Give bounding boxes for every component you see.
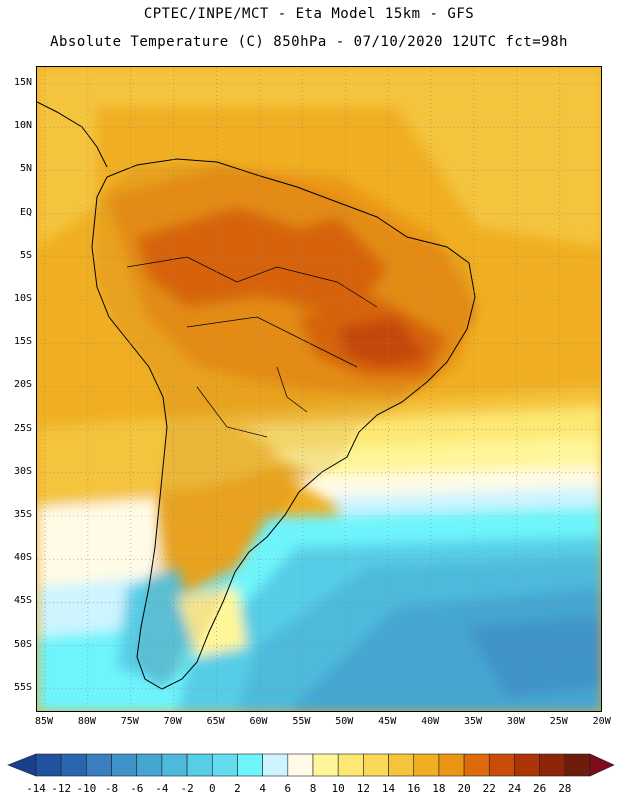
colorbar-box bbox=[514, 753, 540, 777]
temperature-map bbox=[36, 66, 602, 712]
colorbar-box bbox=[60, 753, 87, 777]
latitude-label: 45S bbox=[13, 595, 32, 607]
longitude-label: 85W bbox=[34, 716, 54, 727]
colorbar-label: 12 bbox=[356, 782, 370, 795]
colorbar-label: 28 bbox=[558, 782, 572, 795]
colorbar-box bbox=[111, 753, 138, 777]
colorbar-box bbox=[35, 753, 62, 777]
latitude-label: 5N bbox=[19, 163, 32, 175]
colorbar-box bbox=[363, 753, 389, 777]
colorbar-box bbox=[237, 753, 263, 777]
colorbar-label: 0 bbox=[208, 782, 216, 795]
colorbar-box bbox=[463, 753, 490, 777]
latitude-label: 25S bbox=[13, 422, 32, 434]
colorbar-label: -10 bbox=[76, 782, 97, 795]
temperature-colorbar bbox=[7, 753, 615, 777]
latitude-label: 55S bbox=[13, 681, 32, 693]
colorbar-label: -8 bbox=[104, 782, 119, 795]
longitude-label: 35W bbox=[463, 716, 483, 727]
longitude-label: 80W bbox=[77, 716, 96, 727]
colorbar-box bbox=[312, 753, 339, 777]
colorbar-box bbox=[136, 753, 163, 777]
colorbar-label: -2 bbox=[180, 782, 194, 795]
colorbar-label: 6 bbox=[284, 782, 292, 795]
colorbar-label: -12 bbox=[51, 782, 72, 795]
colorbar-low-arrow bbox=[7, 753, 37, 777]
longitude-label: 25W bbox=[549, 716, 568, 727]
colorbar-label: 24 bbox=[507, 782, 522, 795]
colorbar-label: 14 bbox=[381, 782, 396, 795]
colorbar-label: 16 bbox=[407, 782, 421, 795]
latitude-label: 10N bbox=[13, 120, 32, 132]
latitude-label: 15S bbox=[13, 336, 32, 348]
colorbar-high-arrow bbox=[589, 753, 615, 777]
colorbar-box bbox=[262, 753, 289, 777]
longitude-label: 75W bbox=[120, 716, 139, 727]
map-title: CPTEC/INPE/MCT - Eta Model 15km - GFS bbox=[143, 6, 475, 22]
latitude-label: EQ bbox=[19, 206, 32, 218]
colorbar-box bbox=[211, 753, 238, 777]
colorbar-box bbox=[337, 753, 364, 777]
longitude-label: 50W bbox=[335, 716, 354, 727]
latitude-label: 40S bbox=[13, 552, 32, 564]
colorbar-label: -6 bbox=[130, 782, 144, 795]
colorbar-box bbox=[186, 753, 213, 777]
colorbar-label: 18 bbox=[432, 782, 446, 795]
longitude-label: 55W bbox=[292, 716, 311, 727]
colorbar-label: -4 bbox=[155, 782, 169, 795]
latitude-label: 15N bbox=[13, 77, 32, 88]
colorbar-box bbox=[438, 753, 465, 777]
latitude-label: 10S bbox=[13, 293, 32, 304]
colorbar-label: 22 bbox=[482, 782, 496, 795]
colorbar-label: 10 bbox=[331, 782, 345, 795]
longitude-label: 20W bbox=[592, 716, 611, 727]
latitude-label: 5S bbox=[19, 249, 32, 261]
colorbar-label: 2 bbox=[234, 782, 241, 795]
colorbar-label: 8 bbox=[309, 782, 317, 795]
colorbar-box bbox=[161, 753, 188, 777]
colorbar-box bbox=[413, 753, 440, 777]
colorbar-label: 20 bbox=[457, 782, 471, 795]
colorbar-label: 4 bbox=[259, 782, 266, 795]
colorbar-box bbox=[488, 753, 515, 777]
colorbar-box bbox=[539, 753, 566, 777]
latitude-label: 20S bbox=[13, 379, 32, 391]
latitude-label: 30S bbox=[13, 465, 32, 477]
colorbar-label: 26 bbox=[533, 782, 547, 795]
longitude-label: 60W bbox=[249, 716, 268, 727]
colorbar-box bbox=[287, 753, 314, 777]
map-subtitle: Absolute Temperature (C) 850hPa - 07/10/… bbox=[50, 34, 568, 50]
longitude-label: 40W bbox=[421, 716, 440, 727]
longitude-label: 45W bbox=[378, 716, 397, 727]
longitude-label: 30W bbox=[506, 716, 525, 727]
longitude-label: 70W bbox=[163, 716, 182, 727]
colorbar-box bbox=[564, 753, 591, 777]
colorbar-box bbox=[86, 753, 112, 777]
latitude-label: 35S bbox=[13, 509, 32, 520]
colorbar-label: -14 bbox=[26, 782, 46, 795]
longitude-label: 65W bbox=[206, 716, 225, 727]
colorbar-box bbox=[388, 753, 415, 777]
latitude-label: 50S bbox=[13, 638, 32, 650]
